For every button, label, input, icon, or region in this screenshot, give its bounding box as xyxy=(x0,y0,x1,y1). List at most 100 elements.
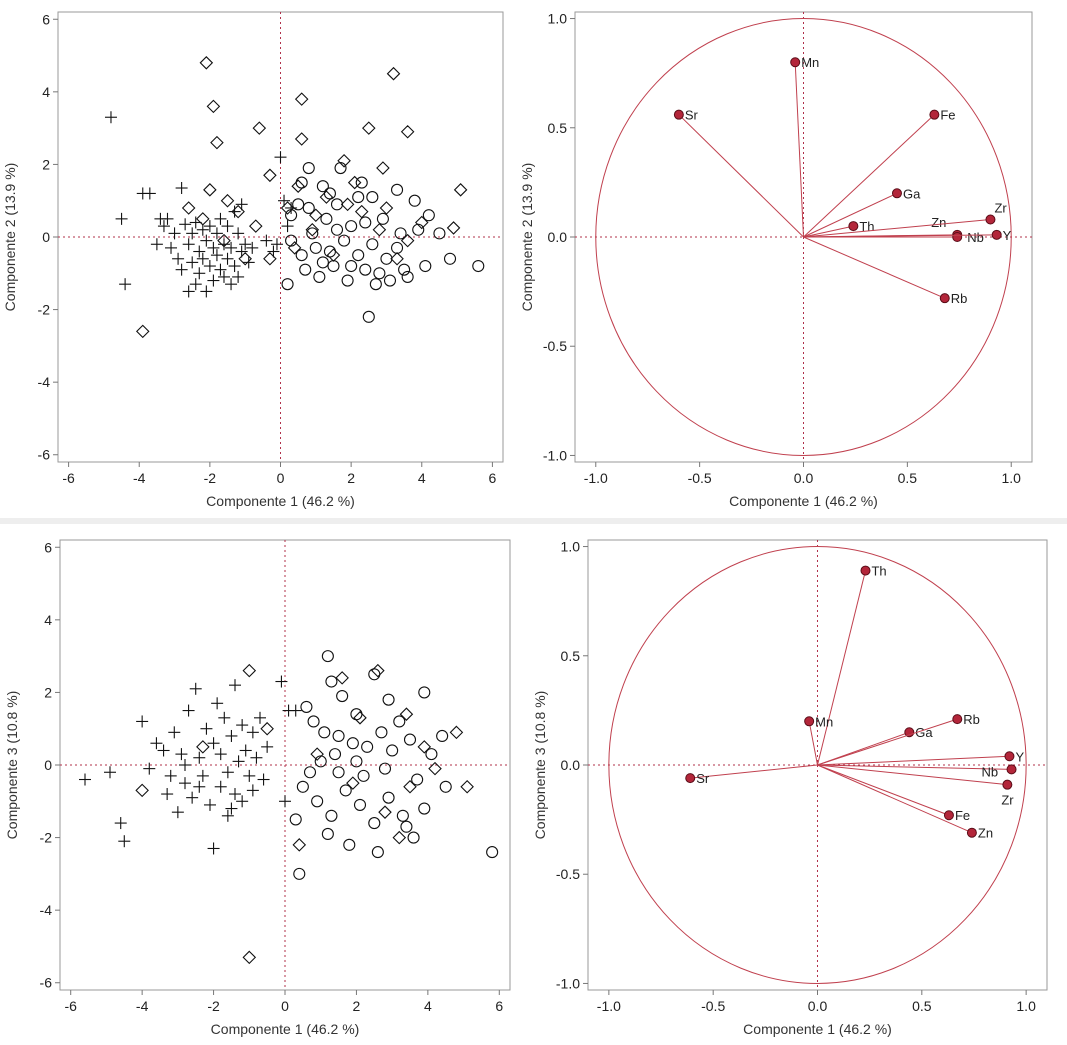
score-point-plus xyxy=(136,715,149,728)
score-point-circle xyxy=(299,263,312,276)
y-axis-label: Componente 2 (13.9 %) xyxy=(519,163,535,312)
score-point-plus xyxy=(257,773,270,786)
score-point-circle xyxy=(309,241,322,254)
score-point-circle xyxy=(359,216,372,229)
score-point-circle xyxy=(369,278,382,291)
score-point-circle xyxy=(292,198,305,211)
score-point-diamond xyxy=(196,212,210,226)
y-tick-label: 6 xyxy=(44,539,52,555)
plot-scores-pc1-pc2: -6 -4 -2 0 2 4 6 -6 -4 -2 0 2 4 6 Componente 1 (46.2 %… xyxy=(2,11,504,509)
score-point-plus xyxy=(279,795,291,808)
score-point-circle xyxy=(302,161,315,175)
score-point-circle xyxy=(323,245,336,258)
loading-label-nb: Nb xyxy=(982,764,999,779)
score-point-plus xyxy=(239,744,252,757)
score-point-circle xyxy=(366,238,379,251)
score-point-diamond xyxy=(378,805,392,819)
score-point-circle xyxy=(352,191,365,204)
score-point-plus xyxy=(214,748,227,761)
score-point-diamond xyxy=(260,721,274,736)
score-point-circle xyxy=(341,274,354,287)
score-point-circle xyxy=(352,249,365,262)
x-tick-label: 6 xyxy=(489,470,497,486)
score-point-circle xyxy=(311,795,324,808)
score-point-plus xyxy=(168,726,181,739)
loading-vector-th xyxy=(817,570,866,766)
x-tick-label: 1.0 xyxy=(1016,998,1036,1014)
score-point-circle xyxy=(371,846,384,859)
score-point-plus xyxy=(225,729,238,742)
x-tick-label: 0.5 xyxy=(912,998,932,1014)
score-point-circle xyxy=(398,263,411,276)
x-tick-label: 0 xyxy=(281,998,289,1014)
score-point-plus xyxy=(179,218,192,231)
score-point-circle xyxy=(355,176,368,189)
y-tick-label: 2 xyxy=(42,156,50,172)
score-point-plus xyxy=(175,182,188,195)
score-point-diamond xyxy=(242,663,257,678)
loading-vector-nb xyxy=(817,764,1012,770)
loading-point-ga xyxy=(891,188,902,199)
loading-vector-fe xyxy=(817,764,950,816)
score-point-plus xyxy=(239,238,252,251)
score-point-plus xyxy=(179,759,191,771)
score-point-plus xyxy=(214,212,227,225)
score-point-circle xyxy=(323,187,336,200)
score-point-diamond xyxy=(372,222,387,237)
score-point-plus xyxy=(229,679,241,692)
x-tick-label: 4 xyxy=(424,998,432,1014)
loading-point-rb xyxy=(952,714,963,725)
score-point-diamond xyxy=(399,707,414,721)
score-point-circle xyxy=(327,259,340,273)
score-point-circle xyxy=(313,270,326,283)
score-point-circle xyxy=(328,748,342,761)
loading-point-nb xyxy=(952,232,963,242)
loading-label-sr: Sr xyxy=(696,771,710,786)
loading-vector-ga xyxy=(803,192,898,238)
correlation-circle xyxy=(608,546,1027,984)
score-point-diamond xyxy=(199,56,214,70)
y-tick-label: -0.5 xyxy=(556,866,580,882)
score-point-circle xyxy=(394,227,407,240)
score-point-circle xyxy=(411,773,424,786)
score-point-diamond xyxy=(446,221,461,235)
score-point-diamond xyxy=(309,208,323,223)
loading-label-y: Y xyxy=(1015,749,1024,764)
y-tick-label: -6 xyxy=(40,975,53,991)
score-point-plus xyxy=(210,249,223,262)
loading-vector-sr xyxy=(678,114,804,238)
score-point-plus xyxy=(211,697,224,710)
score-point-circle xyxy=(330,198,344,211)
y-axis-label: Componente 3 (10.8 %) xyxy=(4,691,20,840)
score-point-diamond xyxy=(291,179,305,193)
score-point-plus xyxy=(193,267,206,280)
score-point-diamond xyxy=(335,671,349,685)
y-tick-label: 4 xyxy=(44,612,52,628)
score-point-circle xyxy=(382,693,395,706)
score-point-circle xyxy=(306,227,319,240)
score-point-plus xyxy=(186,227,199,240)
score-point-diamond xyxy=(376,161,390,175)
score-point-circle xyxy=(345,259,358,273)
loading-vector-y xyxy=(817,755,1010,766)
score-point-plus xyxy=(182,704,195,717)
loading-vector-sr xyxy=(690,764,818,779)
score-point-diamond xyxy=(428,761,442,776)
score-point-plus xyxy=(242,256,255,269)
score-point-circle xyxy=(338,234,351,247)
y-tick-label: 0.0 xyxy=(561,757,581,773)
y-tick-label: -2 xyxy=(38,302,51,318)
score-point-circle xyxy=(422,209,435,222)
score-point-circle xyxy=(316,256,329,269)
score-point-plus xyxy=(207,241,220,254)
score-point-plus xyxy=(189,682,202,695)
y-tick-label: 4 xyxy=(42,84,50,100)
score-point-diamond xyxy=(353,711,367,725)
x-tick-label: -4 xyxy=(136,998,149,1014)
score-point-plus xyxy=(254,711,266,724)
score-point-plus xyxy=(218,711,231,724)
score-point-diamond xyxy=(210,135,224,150)
score-point-circle xyxy=(357,769,370,782)
score-point-circle xyxy=(350,755,363,768)
score-point-circle xyxy=(346,737,359,750)
